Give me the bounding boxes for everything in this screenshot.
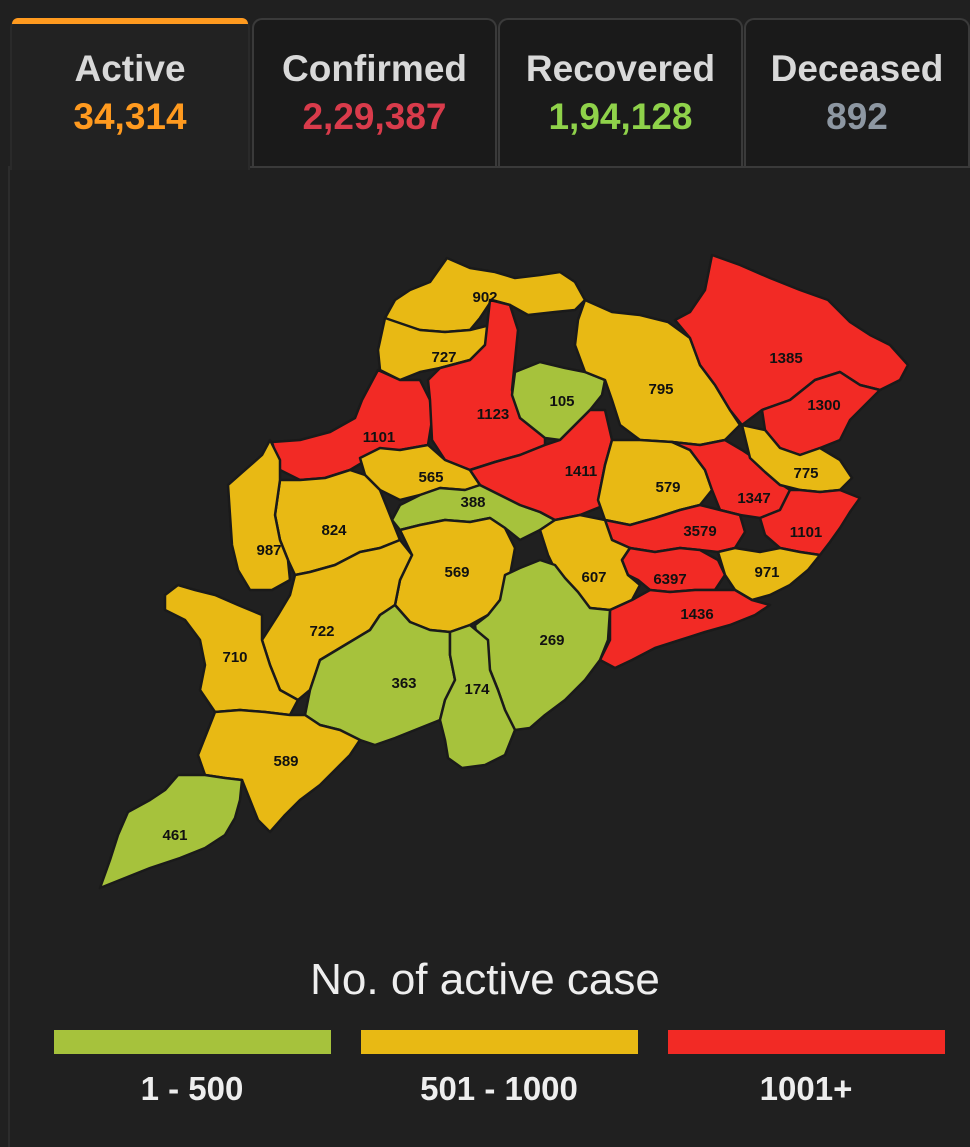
tab-active-label: Active (74, 48, 186, 89)
map-panel (8, 166, 970, 1147)
district-value-label: 1123 (477, 406, 510, 423)
district-value-label: 6397 (653, 571, 686, 588)
tab-deceased[interactable]: Deceased 892 (744, 18, 970, 166)
district-value-label: 105 (549, 393, 574, 410)
district-value-label: 565 (418, 469, 443, 486)
district-region (740, 423, 854, 494)
legend-swatch-low (54, 1030, 331, 1054)
district-value-label: 727 (431, 349, 456, 366)
district-value-label: 1300 (807, 397, 840, 414)
district-value-label: 722 (309, 623, 334, 640)
tab-deceased-label: Deceased (770, 48, 944, 89)
district-value-label: 824 (321, 522, 347, 539)
district-value-label: 987 (256, 542, 281, 559)
legend-range-low: 1 - 500 (140, 1070, 244, 1107)
legend-title: No. of active case (310, 955, 660, 1004)
district-value-label: 388 (460, 494, 485, 511)
district-value-label: 607 (581, 569, 606, 586)
tab-confirmed-value: 2,29,387 (302, 96, 447, 137)
district-map: 902 727 1101 1123 105 795 1385 1300 565 388 1411 57… (98, 253, 910, 890)
district-region (598, 588, 772, 670)
district-value-label: 569 (444, 564, 469, 581)
tab-recovered-label: Recovered (525, 48, 716, 89)
district-value-label: 1101 (790, 524, 823, 541)
legend-range-mid: 501 - 1000 (420, 1070, 578, 1107)
district-value-label: 3579 (683, 523, 716, 540)
district-value-label: 579 (655, 479, 680, 496)
district-value-label: 902 (472, 289, 497, 306)
district-value-label: 269 (539, 632, 564, 649)
district-value-label: 1411 (565, 463, 598, 480)
district-region (98, 773, 244, 890)
district-value-label: 1385 (769, 350, 802, 367)
district-region (438, 623, 517, 770)
district-value-label: 174 (464, 681, 490, 698)
district-value-label: 710 (222, 649, 247, 666)
district-value-label: 1101 (363, 429, 396, 446)
tab-active-value: 34,314 (73, 96, 187, 137)
legend-swatch-high (668, 1030, 945, 1054)
stat-tabs: Active 34,314 Confirmed 2,29,387 Recover… (0, 0, 970, 170)
district-value-label: 461 (162, 827, 187, 844)
tab-confirmed-label: Confirmed (282, 48, 467, 89)
legend-range-high: 1001+ (759, 1070, 853, 1107)
district-value-label: 1347 (737, 490, 770, 507)
district-region (226, 438, 292, 592)
tab-deceased-value: 892 (826, 96, 888, 137)
district-value-label: 971 (754, 564, 779, 581)
tab-recovered-value: 1,94,128 (548, 96, 693, 137)
district-value-label: 1436 (680, 606, 713, 623)
tab-active[interactable]: Active 34,314 (10, 18, 250, 170)
legend-swatch-mid (361, 1030, 638, 1054)
district-value-label: 363 (391, 675, 416, 692)
district-value-label: 795 (648, 381, 673, 398)
active-tab-indicator (12, 18, 248, 24)
tab-confirmed[interactable]: Confirmed 2,29,387 (252, 18, 497, 166)
district-value-label: 775 (793, 465, 818, 482)
tab-recovered[interactable]: Recovered 1,94,128 (498, 18, 743, 166)
tab-divider (250, 166, 970, 168)
district-value-label: 589 (273, 753, 298, 770)
